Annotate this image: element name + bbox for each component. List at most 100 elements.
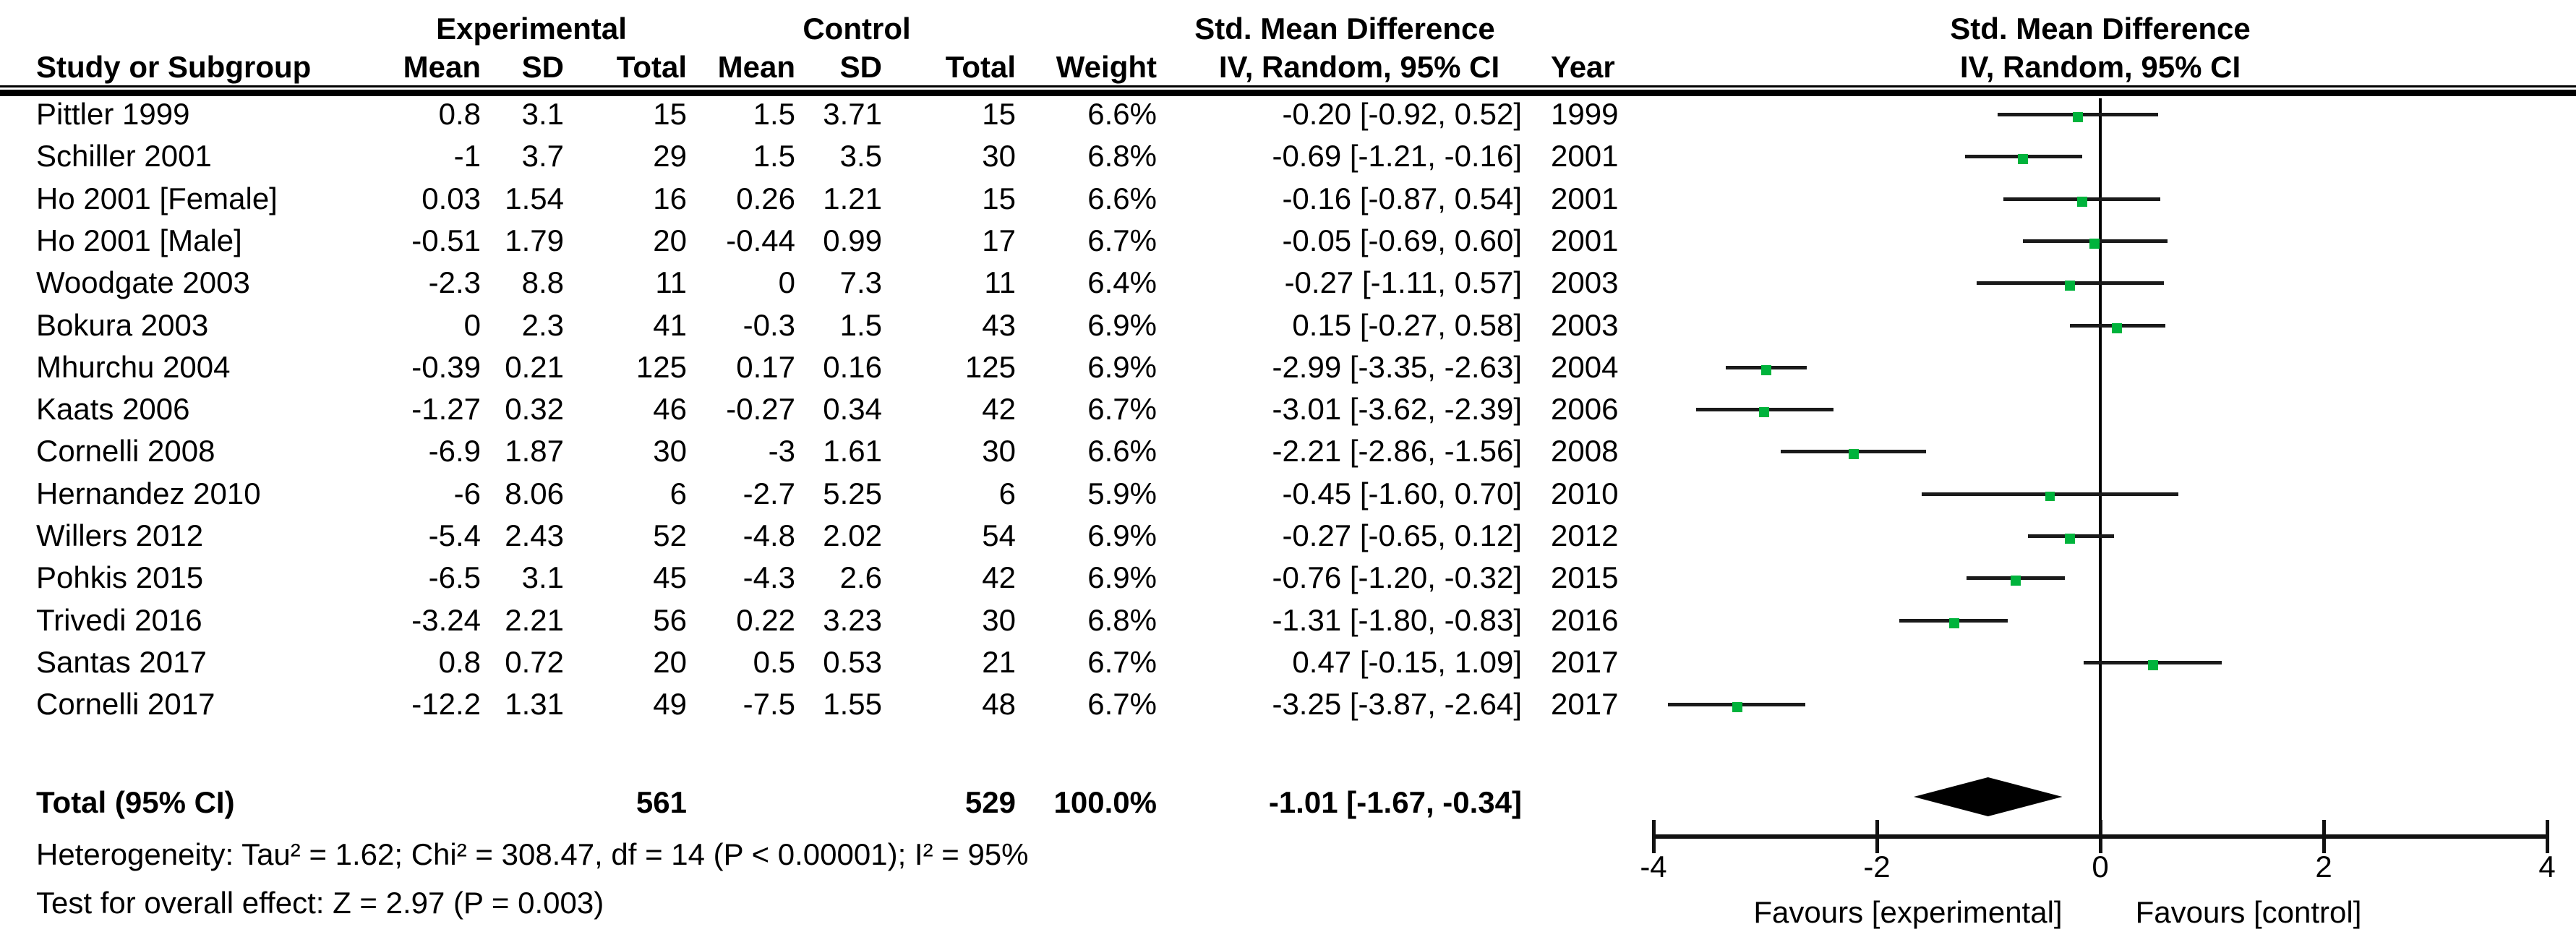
axis-tick (2546, 820, 2549, 853)
study-name: Bokura 2003 (36, 307, 209, 342)
exp-mean-cell: 0 (463, 307, 481, 342)
ctl-mean-cell: 1.5 (753, 97, 795, 131)
year-cell: 2016 (1551, 602, 1619, 637)
exp-sd-cell: 3.7 (521, 139, 564, 174)
table-row: Schiller 2001 -1 3.7 29 1.5 3.5 30 6.8% … (0, 135, 1663, 177)
ctl-total-cell: 15 (982, 97, 1016, 131)
exp-mean-cell: -2.3 (428, 265, 481, 300)
overall-effect-note: Test for overall effect: Z = 2.97 (P = 0… (36, 886, 604, 920)
study-name: Trivedi 2016 (36, 602, 202, 637)
year-cell: 1999 (1551, 97, 1619, 131)
exp-total-cell: 45 (653, 560, 687, 595)
ctl-sd-cell: 5.25 (823, 476, 882, 510)
header-rule-thick (0, 90, 2576, 96)
table-row: Mhurchu 2004 -0.39 0.21 125 0.17 0.16 12… (0, 346, 1663, 388)
axis-tick-label: -2 (1863, 850, 1891, 884)
exp-sd-cell: 2.3 (521, 307, 564, 342)
col-header-ctl-sd: SD (839, 50, 882, 84)
exp-sd-cell: 8.06 (505, 476, 564, 510)
effect-estimate-marker (2045, 492, 2055, 502)
weight-cell: 6.9% (1087, 307, 1157, 342)
effect-estimate-marker (1848, 449, 1859, 460)
year-cell: 2008 (1551, 434, 1619, 469)
study-name: Pohkis 2015 (36, 560, 204, 595)
exp-total-cell: 20 (653, 644, 687, 679)
ctl-sd-cell: 3.5 (839, 139, 882, 174)
year-cell: 2017 (1551, 644, 1619, 679)
exp-total-cell: 15 (653, 97, 687, 131)
exp-mean-cell: -0.39 (411, 349, 481, 384)
study-name: Cornelli 2017 (36, 687, 215, 722)
effect-estimate-marker (2077, 196, 2088, 207)
ctl-mean-cell: 0.22 (736, 602, 795, 637)
exp-mean-cell: -0.51 (411, 223, 481, 257)
ci-text-cell: -0.27 [-1.11, 0.57] (1284, 265, 1522, 300)
ci-text-cell: -2.99 [-3.35, -2.63] (1272, 349, 1522, 384)
exp-total-cell: 29 (653, 139, 687, 174)
exp-sd-cell: 3.1 (521, 97, 564, 131)
total-row: Total (95% CI) 561 529 100.0% -1.01 [-1.… (0, 782, 1663, 824)
exp-total-cell: 11 (655, 265, 687, 300)
weight-cell: 6.7% (1087, 223, 1157, 257)
effect-estimate-marker (2065, 281, 2076, 291)
exp-sd-cell: 3.1 (521, 560, 564, 595)
col-header-study: Study or Subgroup (36, 50, 312, 84)
weight-cell: 6.8% (1087, 139, 1157, 174)
ctl-total-cell: 48 (982, 687, 1016, 722)
col-header-ctl-mean: Mean (717, 50, 795, 84)
total-ctl-n: 529 (964, 785, 1016, 819)
table-row: Kaats 2006 -1.27 0.32 46 -0.27 0.34 42 6… (0, 388, 1663, 430)
year-cell: 2015 (1551, 560, 1619, 595)
study-name: Ho 2001 [Male] (36, 223, 242, 257)
table-row: Cornelli 2017 -12.2 1.31 49 -7.5 1.55 48… (0, 683, 1663, 725)
exp-total-cell: 49 (653, 687, 687, 722)
year-cell: 2017 (1551, 687, 1619, 722)
ctl-mean-cell: -0.44 (726, 223, 795, 257)
smd-column-title: Std. Mean Difference (1194, 12, 1495, 46)
ci-text-cell: -0.20 [-0.92, 0.52] (1282, 97, 1522, 131)
table-row: Trivedi 2016 -3.24 2.21 56 0.22 3.23 30 … (0, 599, 1663, 641)
summary-diamond (1913, 777, 2063, 816)
ctl-total-cell: 30 (982, 139, 1016, 174)
effect-estimate-marker (1948, 617, 1959, 628)
ci-text-cell: -3.25 [-3.87, -2.64] (1272, 687, 1522, 722)
col-header-exp-mean: Mean (403, 50, 481, 84)
exp-mean-cell: -12.2 (411, 687, 481, 722)
table-row: Santas 2017 0.8 0.72 20 0.5 0.53 21 6.7%… (0, 641, 1663, 683)
axis-tick-label: 2 (2315, 850, 2332, 884)
exp-sd-cell: 1.79 (505, 223, 564, 257)
exp-mean-cell: -1 (453, 139, 481, 174)
exp-mean-cell: -6 (453, 476, 481, 510)
ctl-total-cell: 17 (982, 223, 1016, 257)
weight-cell: 5.9% (1087, 476, 1157, 510)
ci-text-cell: -0.27 [-0.65, 0.12] (1282, 518, 1522, 552)
effect-estimate-marker (1761, 364, 1772, 375)
year-cell: 2001 (1551, 181, 1619, 215)
axis-tick (1652, 820, 1656, 853)
effect-estimate-marker (2147, 659, 2158, 670)
ctl-mean-cell: 0 (778, 265, 795, 300)
ctl-mean-cell: -3 (768, 434, 795, 469)
col-header-exp-sd: SD (521, 50, 564, 84)
col-header-year: Year (1551, 50, 1615, 84)
exp-total-cell: 20 (653, 223, 687, 257)
ctl-total-cell: 125 (964, 349, 1016, 384)
study-name: Willers 2012 (36, 518, 204, 552)
total-label: Total (95% CI) (36, 785, 235, 819)
ctl-total-cell: 30 (982, 434, 1016, 469)
ci-text-cell: -3.01 [-3.62, -2.39] (1272, 392, 1522, 427)
ctl-total-cell: 15 (982, 181, 1016, 215)
effect-estimate-marker (1732, 702, 1742, 713)
ctl-sd-cell: 1.55 (823, 687, 882, 722)
ctl-sd-cell: 0.53 (823, 644, 882, 679)
col-header-ctl-total: Total (945, 50, 1016, 84)
favours-experimental-label: Favours [experimental] (1753, 895, 2063, 929)
ctl-total-cell: 42 (982, 392, 1016, 427)
table-row: Cornelli 2008 -6.9 1.87 30 -3 1.61 30 6.… (0, 430, 1663, 472)
ctl-mean-cell: -0.3 (743, 307, 795, 342)
ci-text-cell: -1.31 [-1.80, -0.83] (1272, 602, 1522, 637)
weight-cell: 6.7% (1087, 392, 1157, 427)
year-cell: 2004 (1551, 349, 1619, 384)
axis-tick (2322, 820, 2326, 853)
year-cell: 2001 (1551, 139, 1619, 174)
